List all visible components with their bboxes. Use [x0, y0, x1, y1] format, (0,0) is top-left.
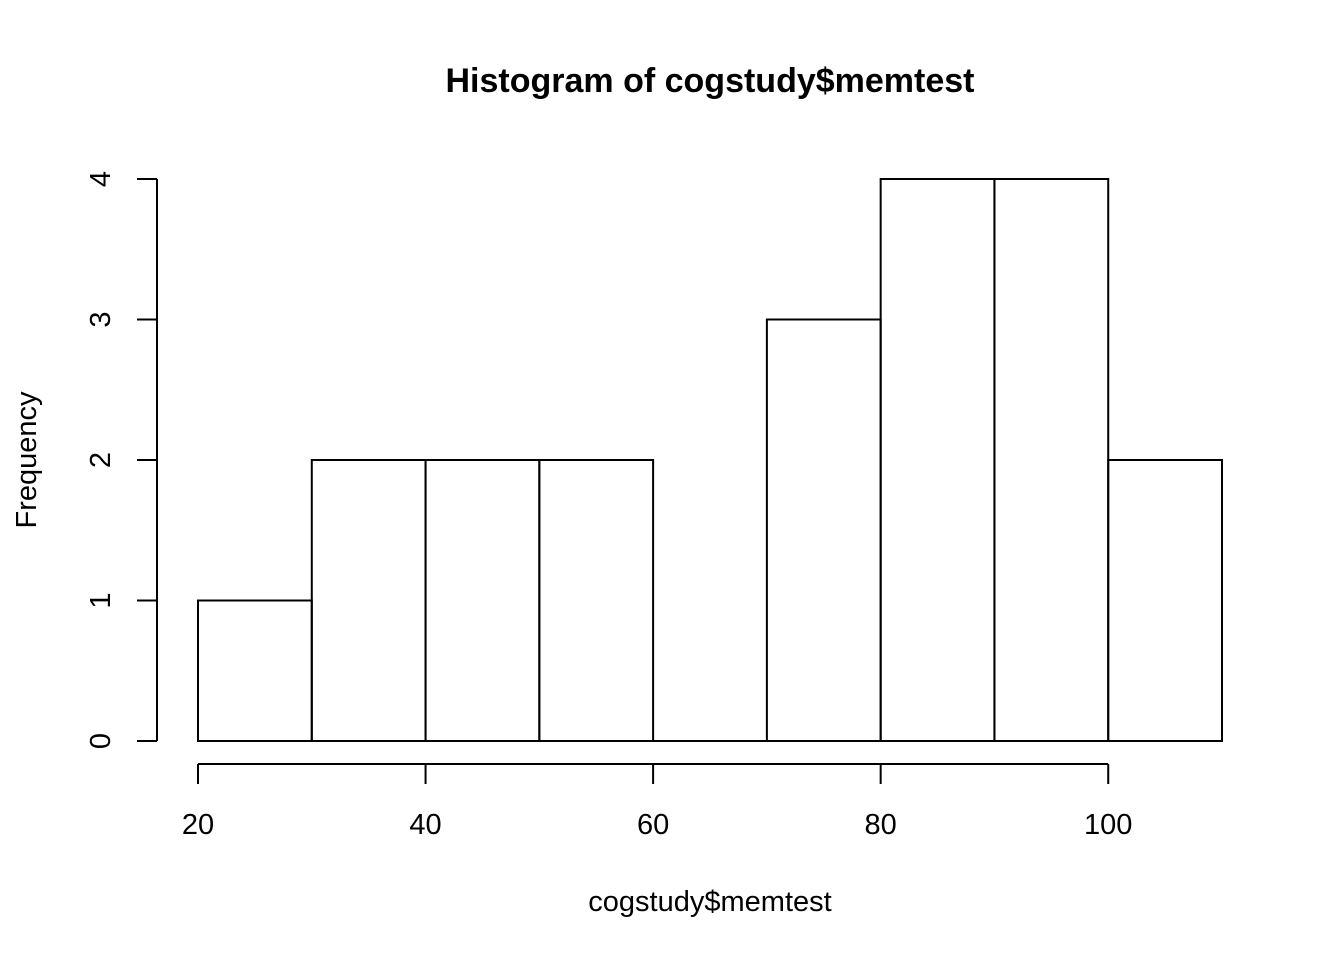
x-axis-label: cogstudy$memtest — [588, 886, 831, 918]
histogram-bar-1 — [310, 459, 427, 742]
y-tick-label: 0 — [85, 733, 117, 749]
x-tick-label: 40 — [409, 809, 441, 841]
y-axis-label: Frequency — [11, 391, 43, 529]
histogram-bar-0 — [197, 599, 313, 742]
histogram-bar-5 — [765, 318, 882, 742]
y-tick-label: 3 — [85, 311, 117, 327]
bars-group — [197, 178, 1223, 742]
y-tick-label: 2 — [85, 452, 117, 468]
histogram-bar-7 — [993, 178, 1110, 742]
y-axis: 0 1 2 3 4 — [85, 171, 158, 749]
x-tick-label: 80 — [865, 809, 897, 841]
histogram-bar-8 — [1107, 459, 1223, 742]
x-axis: 20 40 60 80 100 — [182, 763, 1132, 841]
histogram-bar-3 — [538, 459, 655, 742]
x-tick-label: 20 — [182, 809, 214, 841]
y-tick-label: 4 — [85, 171, 117, 187]
chart-title: Histogram of cogstudy$memtest — [446, 62, 975, 100]
histogram-bar-2 — [424, 459, 541, 742]
histogram-bar-6 — [879, 178, 996, 742]
x-tick-label: 60 — [637, 809, 669, 841]
y-tick-label: 1 — [85, 592, 117, 608]
x-tick-label: 100 — [1084, 809, 1132, 841]
